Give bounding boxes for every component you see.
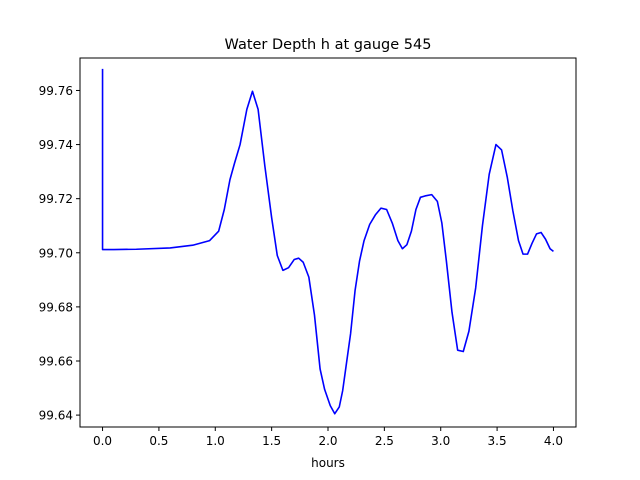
x-tick-label: 1.5	[262, 434, 281, 448]
x-tick-label: 4.0	[544, 434, 563, 448]
x-tick-label: 3.5	[488, 434, 507, 448]
x-tick-label: 0.0	[93, 434, 112, 448]
y-tick-label: 99.74	[39, 138, 73, 152]
plot-frame	[79, 57, 577, 428]
y-tick-label: 99.72	[39, 192, 73, 206]
x-tick-label: 1.0	[206, 434, 225, 448]
y-tick-label: 99.76	[39, 84, 73, 98]
x-tick-label: 2.0	[318, 434, 337, 448]
series-line-0	[101, 68, 554, 415]
x-tick-label: 0.5	[149, 434, 168, 448]
x-tick-label: 2.5	[375, 434, 394, 448]
y-tick-label: 99.68	[39, 300, 73, 314]
y-tick-label: 99.66	[39, 354, 73, 368]
y-tick-label: 99.70	[39, 246, 73, 260]
x-tick-label: 3.0	[431, 434, 450, 448]
y-tick-label: 99.64	[39, 409, 73, 423]
x-axis-label: hours	[311, 456, 345, 470]
chart-title: Water Depth h at gauge 545	[225, 37, 432, 53]
